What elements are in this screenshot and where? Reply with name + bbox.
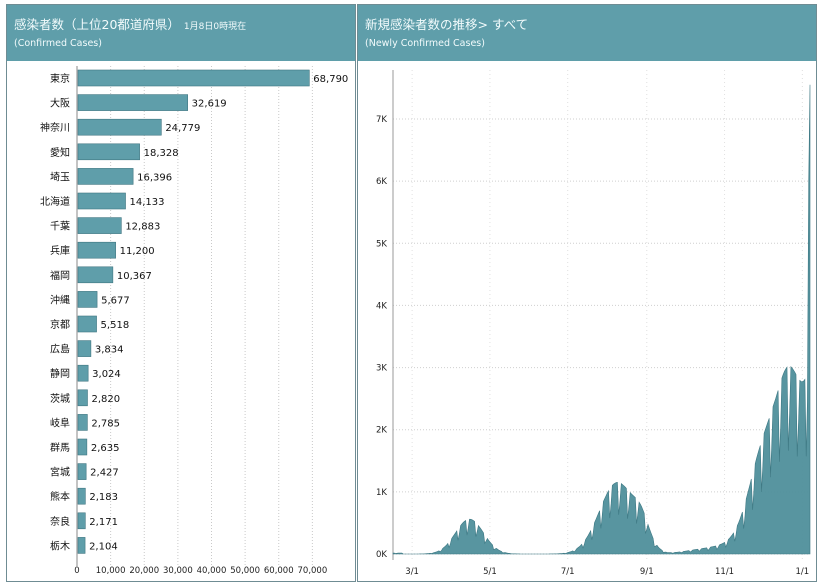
bar-value-label: 2,183: [89, 492, 118, 503]
prefecture-bar-chart: 東京 68,790 大阪 32,619 神奈川 24,779 愛知 18,328 埼玉 16,39…: [40, 66, 348, 576]
prefecture-label: 神奈川: [40, 121, 70, 134]
prefecture-bar: [77, 487, 86, 505]
x-tick-label: 9/1: [640, 567, 654, 577]
prefecture-bar: [77, 389, 88, 407]
prefecture-bar: [77, 168, 134, 185]
prefecture-bar: [77, 537, 86, 554]
x-tick-label: 30,000: [163, 566, 193, 576]
prefecture-label: 宮城: [50, 466, 70, 479]
x-tick-label: 60,000: [264, 566, 294, 576]
bar-value-label: 2,820: [91, 394, 120, 405]
bar-value-label: 5,677: [101, 295, 130, 306]
prefecture-bar: [77, 291, 98, 308]
x-tick-label: 40,000: [197, 566, 227, 576]
x-tick-label: 7/1: [561, 567, 575, 577]
prefecture-bar: [77, 266, 114, 284]
bar-value-label: 18,328: [144, 148, 179, 159]
prefecture-label: 福岡: [50, 269, 70, 282]
y-tick-label: 4K: [376, 301, 387, 311]
bar-value-label: 11,200: [120, 246, 155, 257]
bar-value-label: 24,779: [165, 123, 200, 134]
bar-value-label: 32,619: [192, 99, 227, 110]
x-tick-label: 1/1: [796, 567, 810, 577]
x-tick-label: 11/1: [715, 567, 734, 577]
prefecture-bar: [77, 438, 88, 456]
x-tick-label: 70,000: [298, 566, 328, 576]
prefecture-label: 奈良: [50, 515, 70, 528]
prefecture-label: 兵庫: [50, 244, 70, 257]
prefecture-bar: [77, 217, 122, 234]
y-tick-label: 3K: [376, 364, 387, 374]
confirmed-cases-title: 感染者数（上位20都道府県） 1月8日0時現在: [14, 17, 247, 32]
prefecture-label: 広島: [50, 343, 70, 356]
bar-value-label: 2,785: [91, 418, 120, 429]
prefecture-label: 熊本: [50, 490, 70, 503]
x-tick-label: 3/1: [405, 567, 419, 577]
new-cases-area-chart: 0K 1K 2K 3K 4K 5K 6K 7K 3/1 5/1 7/1 9/1 11/1 1/1: [376, 70, 811, 577]
prefecture-bar: [77, 69, 310, 87]
prefecture-label: 沖縄: [50, 293, 70, 306]
prefecture-label: 千葉: [50, 220, 70, 233]
prefecture-bar: [77, 118, 162, 136]
prefecture-bar: [77, 512, 86, 530]
confirmed-cases-subtitle: (Confirmed Cases): [14, 38, 102, 49]
prefecture-bar: [77, 463, 87, 480]
bar-value-label: 3,834: [95, 345, 124, 356]
prefecture-label: 静岡: [50, 367, 70, 380]
bar-value-label: 12,883: [125, 222, 160, 233]
prefecture-label: 岐阜: [50, 416, 70, 429]
prefecture-bar: [77, 94, 188, 111]
prefecture-bar: [77, 315, 97, 333]
prefecture-label: 群馬: [50, 441, 70, 454]
as-of-date: 1月8日0時現在: [183, 22, 247, 32]
prefecture-bar: [77, 340, 92, 357]
y-tick-label: 1K: [376, 488, 387, 498]
bar-value-label: 2,427: [90, 468, 119, 479]
bar-value-label: 14,133: [130, 197, 165, 208]
new-cases-header: 新規感染者数の推移> すべて (Newly Confirmed Cases): [358, 5, 816, 61]
prefecture-bar: [77, 414, 88, 431]
x-tick-label: 0: [74, 566, 79, 576]
confirmed-cases-header: 感染者数（上位20都道府県） 1月8日0時現在 (Confirmed Cases): [7, 5, 355, 61]
x-tick-label: 20,000: [129, 566, 159, 576]
bar-value-label: 10,367: [117, 271, 152, 282]
x-tick-label: 10,000: [96, 566, 126, 576]
bar-value-label: 2,104: [89, 541, 118, 552]
new-cases-area: [392, 84, 811, 555]
prefecture-bar: [77, 241, 116, 259]
prefecture-label: 埼玉: [50, 170, 70, 183]
prefecture-label: 茨城: [50, 392, 70, 405]
prefecture-bar: [77, 364, 89, 382]
y-tick-label: 6K: [376, 177, 387, 187]
x-tick-label: 5/1: [483, 567, 497, 577]
bar-value-label: 2,635: [91, 443, 120, 454]
new-cases-panel: 新規感染者数の推移> すべて (Newly Confirmed Cases) 0…: [357, 4, 817, 582]
bar-value-label: 68,790: [313, 74, 348, 85]
prefecture-label: 東京: [50, 72, 70, 85]
confirmed-cases-panel: 感染者数（上位20都道府県） 1月8日0時現在 (Confirmed Cases)…: [6, 4, 356, 582]
prefecture-label: 栃木: [50, 539, 70, 552]
bar-value-label: 5,518: [101, 320, 130, 331]
y-tick-label: 2K: [376, 426, 387, 436]
prefecture-label: 北海道: [40, 195, 70, 208]
prefecture-label: 愛知: [50, 146, 70, 159]
x-tick-label: 50,000: [230, 566, 260, 576]
prefecture-bar: [77, 143, 140, 161]
bar-value-label: 16,396: [137, 172, 172, 183]
y-tick-label: 5K: [376, 239, 387, 249]
bar-value-label: 3,024: [92, 369, 121, 380]
prefecture-label: 大阪: [50, 97, 70, 110]
prefecture-bar: [77, 192, 126, 210]
prefecture-label: 京都: [50, 318, 70, 331]
y-tick-label: 7K: [376, 115, 387, 125]
y-tick-label: 0K: [376, 550, 387, 560]
bar-value-label: 2,171: [89, 517, 118, 528]
new-cases-subtitle: (Newly Confirmed Cases): [365, 38, 485, 49]
new-cases-title: 新規感染者数の推移> すべて: [365, 17, 529, 32]
